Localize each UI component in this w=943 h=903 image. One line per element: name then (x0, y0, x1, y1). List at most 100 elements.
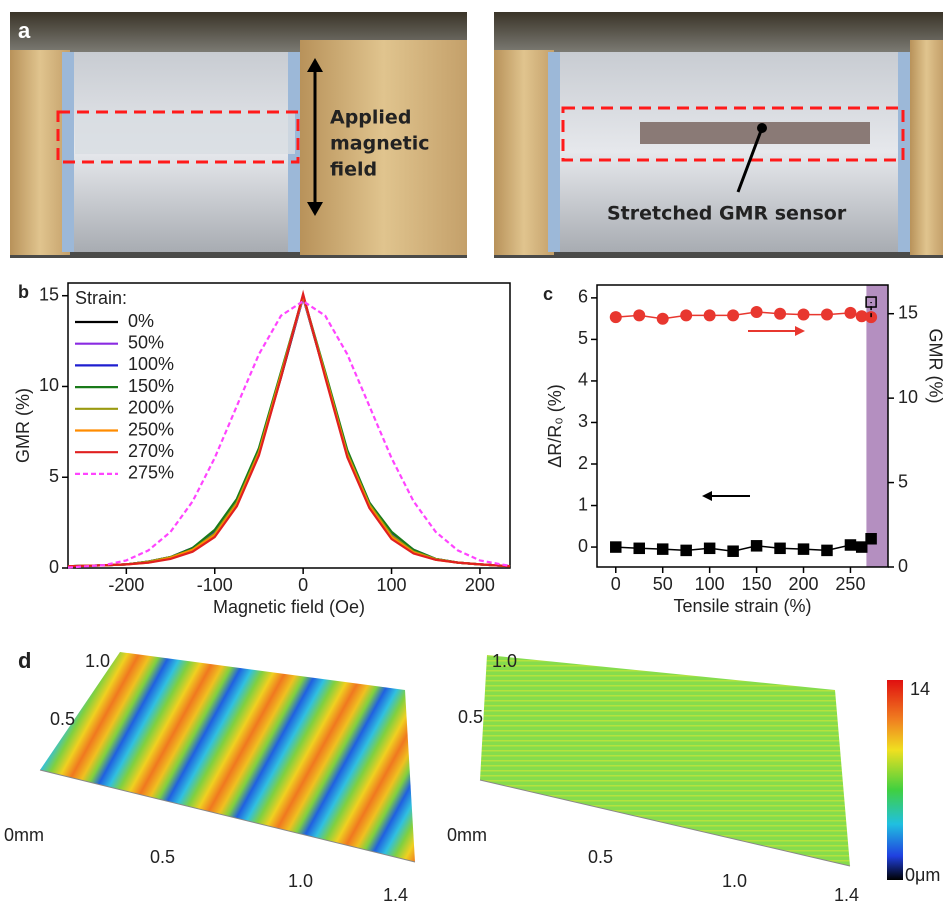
x-tick-label: 0 (298, 575, 308, 595)
x-tick-label: 100 (377, 575, 407, 595)
series-line (615, 538, 872, 552)
photo-right: Stretched GMR sensor (494, 12, 943, 258)
y-tick-label: 4 (578, 370, 588, 390)
marker (774, 542, 786, 555)
y-tick-label: 3 (578, 411, 588, 431)
y-tick-label: 1.0 (492, 651, 517, 671)
marker (633, 542, 645, 555)
plot-frame (596, 284, 889, 568)
legend-label: 50% (128, 332, 164, 352)
marker (750, 306, 763, 319)
x-tick-label: 200 (465, 575, 495, 595)
y2-axis-label: GMR (%) (925, 329, 943, 404)
y2-tick-label: 5 (898, 471, 908, 491)
marker (610, 541, 622, 553)
y2-tick-label: 15 (898, 302, 918, 322)
legend-label: 250% (128, 419, 174, 439)
x-tick-label: 1.0 (288, 871, 313, 891)
x-tick-label: 0mm (447, 825, 487, 845)
y-tick-label: 15 (39, 284, 59, 304)
annotation: Applied (330, 107, 411, 129)
x-tick-label: 0.5 (588, 847, 613, 867)
legend-label: 100% (128, 354, 174, 374)
y-axis-label: GMR (%) (13, 388, 33, 463)
y-tick-label: 1 (578, 494, 588, 514)
y-tick-label: 0 (49, 557, 59, 577)
marker (774, 307, 787, 320)
marker (656, 312, 669, 325)
x-tick-label: 50 (653, 574, 673, 594)
marker (844, 539, 857, 551)
colorbar: 14 0μm (887, 679, 940, 885)
legend-label: 270% (128, 441, 174, 461)
marker (865, 296, 877, 308)
series-line (67, 289, 511, 568)
x-tick-label: 0mm (4, 825, 44, 845)
arrow-head (795, 326, 805, 336)
x-tick-label: 1.4 (834, 885, 859, 903)
x-tick-label: 100 (695, 574, 725, 594)
legend-title: Strain: (75, 288, 127, 308)
marker (844, 306, 857, 319)
y-tick-label: 2 (578, 453, 588, 473)
surface-left: d 1.0 0.5 0mm 0.5 1.0 1.4 (4, 648, 416, 903)
annotation: field (330, 159, 377, 181)
photo-left: a Applied magnetic field (10, 12, 467, 258)
y-tick-label: 1.0 (85, 651, 110, 671)
marker (855, 541, 868, 553)
x-tick-label: 0.5 (150, 847, 175, 867)
y2-tick-label: 0 (898, 556, 908, 576)
marker (821, 544, 833, 557)
marker (750, 540, 763, 552)
x-tick-label: 0 (611, 574, 621, 594)
x-axis-label: Tensile strain (%) (673, 596, 811, 616)
marker (865, 533, 877, 545)
y-tick-label: 6 (578, 287, 588, 307)
panel-label: c (543, 284, 553, 304)
y-tick-label: 5 (49, 466, 59, 486)
marker (727, 309, 740, 322)
marker (820, 308, 833, 321)
marker (727, 545, 739, 557)
surface-right: 1.0 0.5 0mm 0.5 1.0 1.4 (447, 651, 859, 903)
marker (797, 308, 810, 321)
y-tick-label: 5 (578, 328, 588, 348)
x-tick-label: 150 (742, 574, 772, 594)
panel-label: a (18, 18, 31, 43)
marker (703, 309, 716, 322)
marker (680, 309, 693, 322)
x-tick-label: 200 (788, 574, 818, 594)
marker (656, 543, 669, 555)
marker (680, 544, 692, 557)
panel-label: d (18, 648, 31, 673)
legend-label: 150% (128, 376, 174, 396)
marker (633, 309, 646, 322)
x-tick-label: 1.4 (383, 885, 408, 903)
y-tick-label: 10 (39, 375, 59, 395)
marker (855, 310, 868, 323)
y-tick-label: 0 (578, 536, 588, 556)
x-tick-label: 1.0 (722, 871, 747, 891)
legend-label: 0% (128, 311, 154, 331)
highlight-band (866, 285, 888, 567)
marker (609, 311, 622, 324)
series-line (67, 299, 511, 569)
arrow-head (702, 491, 712, 501)
annotation: magnetic (330, 133, 430, 155)
colorbar-label: 14 (910, 679, 930, 699)
x-tick-label: -200 (108, 575, 144, 595)
y-tick-label: 0.5 (458, 707, 483, 727)
y-axis-label: ΔR/R₀ (%) (545, 384, 565, 468)
x-tick-label: -100 (197, 575, 233, 595)
legend-label: 275% (128, 463, 174, 483)
x-tick-label: 250 (835, 574, 865, 594)
panel-label: b (18, 282, 29, 302)
x-axis-label: Magnetic field (Oe) (213, 597, 365, 617)
annotation: Stretched GMR sensor (607, 203, 847, 225)
y2-tick-label: 10 (898, 387, 918, 407)
plot-frame (67, 282, 511, 569)
colorbar-label: 0μm (905, 865, 940, 885)
legend-label: 200% (128, 398, 174, 418)
marker (797, 543, 810, 555)
